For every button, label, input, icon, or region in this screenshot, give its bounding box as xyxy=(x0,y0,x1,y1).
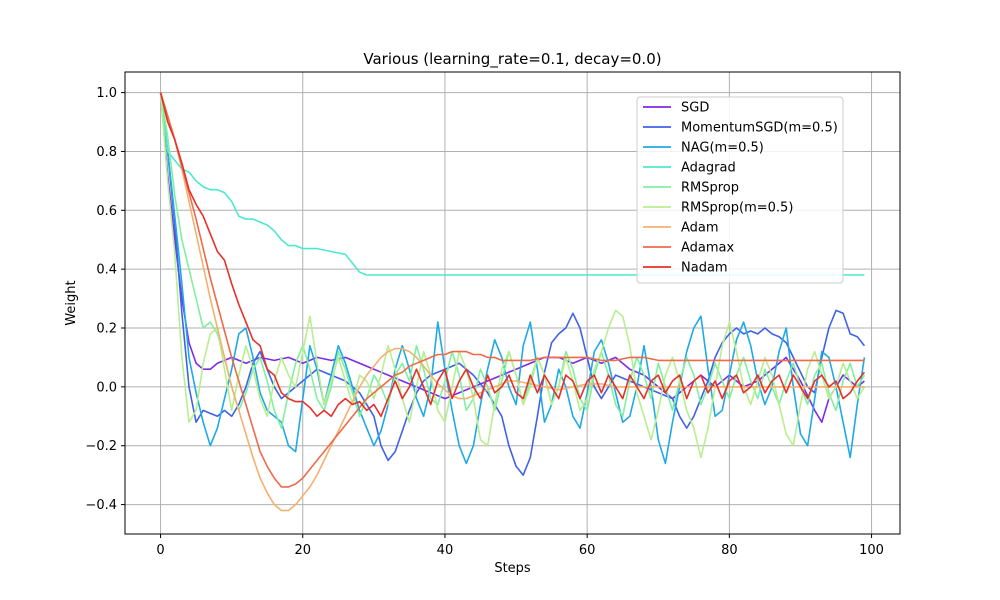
legend: SGD MomentumSGD(m=0.5) NAG(m=0.5) Adagrad RM… xyxy=(636,96,844,284)
x-tick-label: 0 xyxy=(156,543,164,558)
y-tick-label: −0.2 xyxy=(85,439,117,454)
legend-label: Nadam xyxy=(681,261,728,276)
y-ticks: −0.4 −0.2 0.0 0.2 0.4 0.6 0.8 1.0 xyxy=(85,86,125,513)
legend-label: SGD xyxy=(681,101,709,116)
x-tick-label: 60 xyxy=(579,543,596,558)
x-tick-label: 100 xyxy=(859,543,884,558)
legend-label: MomentumSGD(m=0.5) xyxy=(681,121,838,136)
series-line-adagrad xyxy=(159,92,865,276)
series-lines xyxy=(159,92,866,512)
plot-frame xyxy=(124,71,901,535)
x-ticks: 0 20 40 60 80 100 xyxy=(156,534,884,558)
chart-title: Various (learning_rate=0.1, decay=0.0) xyxy=(363,50,661,69)
legend-label: RMSprop(m=0.5) xyxy=(681,201,793,216)
x-tick-label: 40 xyxy=(437,543,454,558)
legend-label: Adagrad xyxy=(681,161,736,176)
series-line-momentumsgd-m-0-5 xyxy=(159,92,866,476)
y-axis-label: Weight xyxy=(64,280,79,325)
series-line-adam xyxy=(159,92,865,512)
y-tick-label: −0.4 xyxy=(85,498,117,513)
series-line-rmsprop-m-0-5 xyxy=(159,92,866,459)
y-tick-label: 0.2 xyxy=(96,322,117,337)
x-axis-label: Steps xyxy=(494,561,531,576)
legend-label: Adam xyxy=(681,221,719,236)
y-tick-label: 0.4 xyxy=(96,263,117,278)
legend-box xyxy=(636,96,844,284)
x-tick-label: 20 xyxy=(294,543,311,558)
y-tick-label: 0.6 xyxy=(96,204,117,219)
legend-label: RMSprop xyxy=(681,181,739,196)
y-tick-label: 0.0 xyxy=(96,380,117,395)
legend-label: Adamax xyxy=(681,241,735,256)
legend-label: NAG(m=0.5) xyxy=(681,141,764,156)
y-tick-label: 1.0 xyxy=(96,86,117,101)
x-tick-label: 80 xyxy=(721,543,738,558)
series-line-adamax xyxy=(159,92,865,488)
y-tick-label: 0.8 xyxy=(96,145,117,160)
series-line-nadam xyxy=(159,92,866,418)
